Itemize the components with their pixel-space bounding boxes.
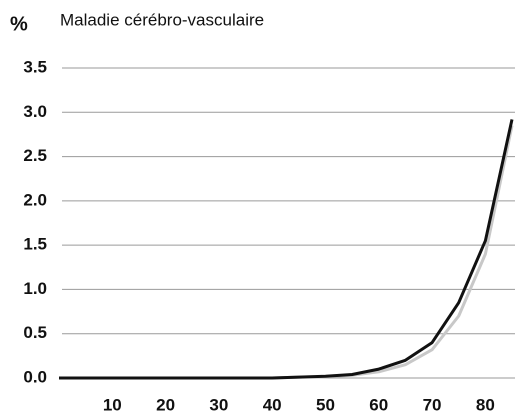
y-tick-label: 0.5 (23, 323, 47, 342)
y-tick-label: 1.5 (23, 235, 47, 254)
x-tick-label: 10 (103, 395, 122, 414)
line-series (59, 125, 514, 380)
x-tick-label: 20 (156, 395, 175, 414)
line-series (59, 119, 514, 380)
x-tick-label: 50 (316, 395, 335, 414)
x-tick-label: 30 (209, 395, 228, 414)
x-tick-label: 60 (369, 395, 388, 414)
y-tick-label: 2.5 (23, 146, 47, 165)
chart-title: Maladie cérébro-vasculaire (60, 10, 264, 29)
y-tick-label: 1.0 (23, 279, 47, 298)
y-tick-label: 3.0 (23, 102, 47, 121)
x-tick-label: 70 (423, 395, 442, 414)
y-tick-label: 2.0 (23, 190, 47, 209)
x-tick-label: 40 (263, 395, 282, 414)
y-axis-label: % (10, 13, 28, 35)
x-tick-label: 80 (476, 395, 495, 414)
y-tick-label: 0.0 (23, 367, 47, 386)
y-tick-label: 3.5 (23, 57, 47, 76)
